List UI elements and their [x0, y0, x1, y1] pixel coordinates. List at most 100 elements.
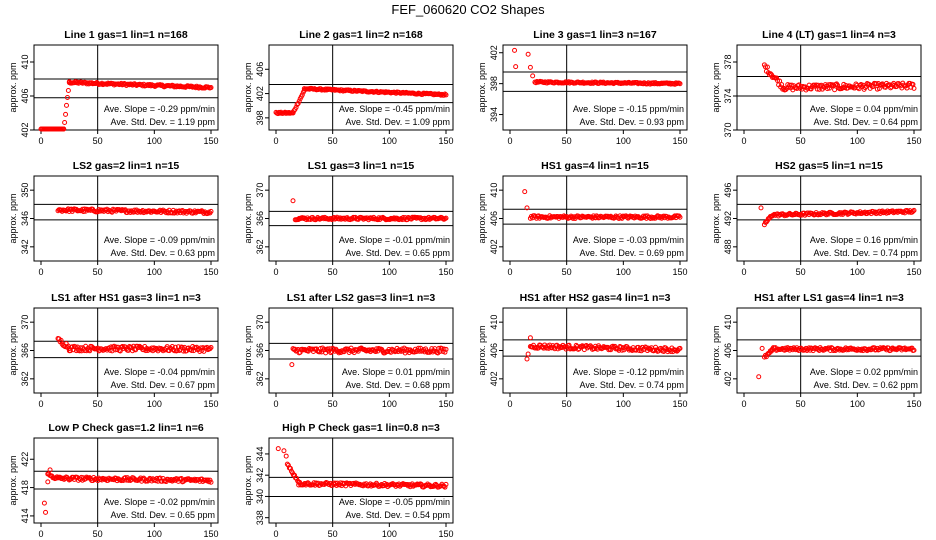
data-point	[369, 482, 375, 488]
y-tick-label: 342	[20, 239, 30, 254]
panel-title: HS2 gas=5 lin=1 n=15	[775, 160, 883, 172]
x-tick-label: 50	[328, 267, 338, 277]
x-tick-label: 100	[147, 267, 162, 277]
y-tick-label: 402	[723, 371, 733, 386]
plot-frame	[33, 44, 219, 131]
data-points	[512, 47, 683, 87]
slope-annotation: Ave. Slope = -0.12 ppm/min	[573, 367, 684, 377]
x-tick-label: 0	[38, 529, 43, 539]
slope-annotation: Ave. Slope = -0.05 ppm/min	[339, 497, 450, 507]
y-axis-label: approx. ppm	[711, 325, 721, 375]
std-dev-annotation: Ave. Std. Dev. = 0.68 ppm	[346, 380, 450, 390]
data-point	[208, 344, 214, 350]
y-tick-label: 402	[489, 45, 499, 60]
x-tick-label: 50	[328, 136, 338, 146]
x-tick-label: 100	[382, 529, 397, 539]
data-point	[782, 213, 788, 219]
y-tick-label: 402	[20, 122, 30, 137]
data-point	[525, 351, 531, 357]
data-point	[822, 211, 828, 217]
y-tick-label: 370	[723, 122, 733, 137]
data-points	[524, 335, 683, 362]
std-dev-annotation: Ave. Std. Dev. = 0.62 ppm	[814, 380, 918, 390]
data-point	[524, 205, 530, 211]
y-tick-label: 406	[255, 62, 265, 77]
data-point	[800, 83, 806, 89]
y-tick-label: 418	[20, 480, 30, 495]
x-tick-label: 0	[273, 529, 278, 539]
y-tick-label: 422	[20, 452, 30, 467]
panel-12: HS1 after LS1 gas=4 lin=1 n=3 0 50 100 150 40…	[711, 292, 922, 409]
slope-annotation: Ave. Slope = -0.15 ppm/min	[573, 104, 684, 114]
data-point	[826, 345, 832, 351]
x-tick-label: 150	[203, 529, 218, 539]
data-point	[54, 474, 60, 480]
slope-annotation: Ave. Slope = -0.04 ppm/min	[104, 367, 215, 377]
data-point	[64, 102, 69, 108]
y-tick-label: 406	[489, 343, 499, 358]
slope-annotation: Ave. Slope = 0.04 ppm/min	[810, 104, 918, 114]
y-axis-label: approx. ppm	[243, 62, 253, 112]
std-dev-annotation: Ave. Std. Dev. = 0.54 ppm	[346, 510, 450, 520]
data-point	[373, 349, 379, 355]
x-tick-label: 50	[796, 267, 806, 277]
data-point	[815, 212, 821, 218]
data-point	[524, 356, 530, 362]
panel-title: Line 2 gas=1 lin=2 n=168	[299, 29, 423, 41]
data-point	[677, 81, 683, 87]
x-tick-label: 0	[741, 399, 746, 409]
data-point	[441, 92, 447, 98]
std-dev-annotation: Ave. Std. Dev. = 0.74 ppm	[580, 380, 684, 390]
panel-title: LS1 gas=3 lin=1 n=15	[308, 160, 415, 172]
data-points	[290, 198, 449, 223]
x-tick-label: 0	[273, 399, 278, 409]
y-tick-label: 346	[20, 211, 30, 226]
data-point	[677, 214, 683, 220]
slope-annotation: Ave. Slope = -0.29 ppm/min	[104, 104, 215, 114]
panel-6: LS1 gas=3 lin=1 n=15 0 50 100 150 362 366 370ap…	[243, 160, 454, 277]
panel-title: Line 3 gas=1 lin=3 n=167	[533, 29, 657, 41]
data-point	[783, 87, 789, 93]
data-points	[758, 205, 917, 228]
x-tick-label: 50	[562, 399, 572, 409]
data-point	[391, 215, 397, 221]
panel-9: LS1 after HS1 gas=3 lin=1 n=3 0 50 100 150 36…	[8, 292, 219, 409]
x-tick-label: 150	[203, 136, 218, 146]
y-tick-label: 414	[20, 508, 30, 523]
data-point	[443, 215, 449, 221]
x-tick-label: 150	[672, 267, 687, 277]
data-point	[879, 345, 885, 351]
panel-title: Low P Check gas=1.2 lin=1 n=6	[48, 422, 203, 434]
x-tick-label: 100	[616, 267, 631, 277]
data-point	[45, 479, 51, 485]
data-point	[63, 111, 69, 117]
plot-frame	[268, 437, 454, 524]
data-point	[416, 348, 422, 354]
x-tick-label: 100	[382, 267, 397, 277]
x-tick-label: 0	[38, 399, 43, 409]
y-tick-label: 370	[20, 315, 30, 330]
data-point	[767, 71, 773, 77]
y-tick-label: 366	[255, 211, 265, 226]
data-point	[764, 64, 770, 70]
x-tick-label: 150	[438, 136, 453, 146]
std-dev-annotation: Ave. Std. Dev. = 0.93 ppm	[580, 117, 684, 127]
panel-2: Line 2 gas=1 lin=2 n=168 0 50 100 150 398 402 4…	[243, 29, 454, 146]
data-point	[766, 72, 772, 78]
data-point	[328, 350, 334, 356]
y-axis-label: approx. ppm	[711, 193, 721, 243]
data-point	[136, 345, 142, 351]
data-point	[512, 47, 518, 53]
data-point	[299, 92, 305, 98]
x-tick-label: 150	[203, 267, 218, 277]
y-tick-label: 410	[489, 315, 499, 330]
data-point	[113, 344, 119, 350]
y-axis-label: approx. ppm	[477, 325, 487, 375]
data-point	[43, 509, 49, 515]
data-point	[122, 475, 128, 481]
std-dev-annotation: Ave. Std. Dev. = 0.74 ppm	[814, 248, 918, 258]
x-tick-label: 150	[438, 529, 453, 539]
data-points	[522, 189, 683, 221]
panel-title: LS2 gas=2 lin=1 n=15	[73, 160, 180, 172]
